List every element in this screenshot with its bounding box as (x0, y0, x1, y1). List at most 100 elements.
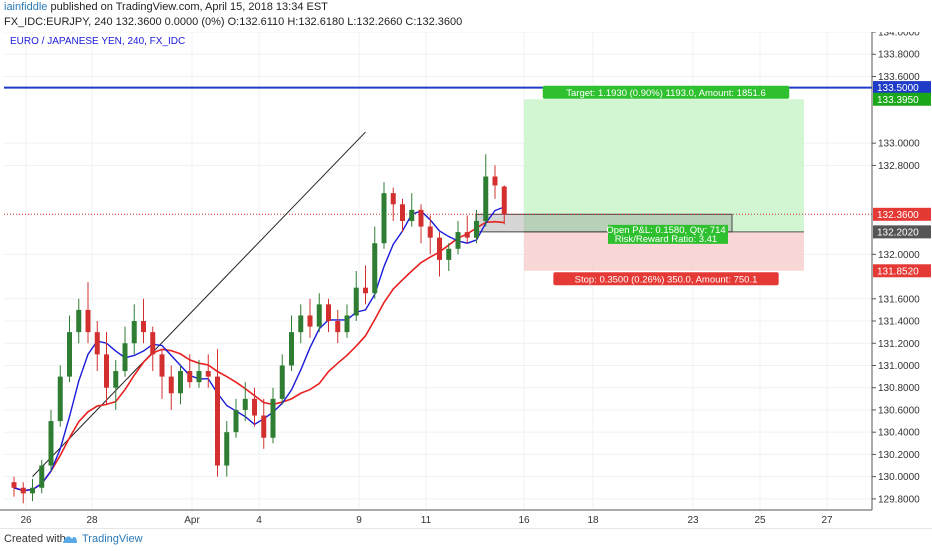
candle (11, 476, 17, 497)
candle-body (131, 321, 137, 344)
candle (224, 421, 230, 477)
price-chart[interactable]: Target: 1.1930 (0.90%) 1193.0, Amount: 1… (0, 32, 932, 528)
candle-body (474, 220, 479, 238)
candle (437, 232, 442, 277)
candle-body (76, 309, 82, 333)
candle-body (390, 193, 396, 205)
candles-group (11, 154, 507, 504)
candle-body (492, 176, 498, 186)
candle (418, 204, 424, 244)
target-label: Target: 1.1930 (0.90%) 1193.0, Amount: 1… (566, 88, 765, 99)
x-tick-label: 28 (86, 515, 98, 526)
candle (178, 365, 183, 405)
candle (187, 354, 193, 388)
x-tick-label: 16 (518, 515, 530, 526)
target-zone (524, 99, 804, 232)
candle-body (464, 232, 470, 238)
symbol-ohlc-info: FX_IDC:EURJPY, 240 132.3600 0.0000 (0%) … (4, 16, 463, 28)
candle (483, 154, 489, 227)
price-label-text: 133.3950 (877, 95, 919, 106)
publish-info: iainfiddle published on TradingView.com,… (4, 1, 328, 13)
y-tick-label: 133.6000 (878, 72, 920, 83)
candle-body (335, 321, 341, 333)
candle (326, 298, 331, 333)
y-tick-label: 130.2000 (878, 450, 920, 461)
y-tick-label: 129.8000 (878, 494, 920, 505)
y-tick-label: 132.8000 (878, 161, 920, 172)
price-label-text: 131.8520 (877, 266, 919, 277)
candle (122, 326, 128, 377)
slow-moving-average (13, 220, 505, 492)
candle-body (233, 409, 239, 433)
candle-body (57, 376, 63, 422)
candle-body (409, 209, 415, 221)
footer: Created with TradingView (0, 528, 932, 551)
candle (298, 304, 304, 344)
candle-body (242, 398, 248, 410)
candle-body (372, 243, 378, 294)
trendline (32, 131, 366, 477)
candle (242, 382, 248, 422)
candle-body (298, 315, 304, 333)
pnl-label: Open P&L: 0.1580, Qty: 714 (606, 225, 725, 236)
author-link[interactable]: iainfiddle (4, 1, 48, 13)
x-tick-label: 18 (587, 515, 599, 526)
candle (316, 293, 322, 333)
candle-body (104, 354, 109, 388)
candle (335, 309, 341, 344)
candle (261, 398, 267, 449)
candle-body (400, 204, 405, 221)
y-tick-label: 131.0000 (878, 361, 920, 372)
y-tick-label: 131.2000 (878, 339, 920, 350)
candle-body (353, 287, 359, 316)
candle (150, 326, 156, 372)
tradingview-brand[interactable]: TradingView (82, 533, 143, 545)
candle (48, 409, 54, 472)
y-tick-label: 132.0000 (878, 250, 920, 261)
y-tick-label: 133.8000 (878, 50, 920, 61)
candle-body (168, 376, 174, 394)
y-tick-label: 134.0000 (878, 32, 920, 39)
candle (372, 226, 378, 299)
candle-body (30, 487, 35, 494)
risk-reward-label: Risk/Reward Ratio: 3.41 (615, 234, 717, 245)
x-tick-label: 4 (256, 515, 262, 526)
position-labels: Target: 1.1930 (0.90%) 1193.0, Amount: 1… (542, 85, 790, 286)
candle-body (437, 237, 442, 260)
y-tick-label: 131.6000 (878, 294, 920, 305)
chart-header: iainfiddle published on TradingView.com,… (0, 0, 932, 32)
price-label-box (873, 81, 931, 95)
price-label-box (873, 264, 931, 278)
candle-body (289, 332, 294, 366)
candle-body (39, 465, 45, 488)
x-tick-label: 23 (687, 515, 699, 526)
candle-body (94, 332, 100, 355)
candle-body (279, 365, 285, 399)
candle-body (113, 371, 119, 388)
candle-body (427, 226, 433, 238)
created-with-text: Created with (4, 533, 66, 545)
candle-body (483, 176, 489, 221)
candle (159, 348, 165, 399)
chart-axes: 26 28 Apr 4 9 11 16 18 23 25 27 129.8000 130.0000 130… (0, 32, 931, 526)
candle (215, 348, 220, 477)
candle-body (224, 432, 230, 466)
candle-body (205, 371, 211, 377)
candle (252, 387, 257, 427)
candle (279, 354, 285, 405)
candle-body (316, 304, 322, 327)
y-tick-label: 130.6000 (878, 405, 920, 416)
candle (409, 193, 415, 227)
candle (307, 298, 313, 338)
price-label-box (873, 225, 931, 239)
candle (57, 365, 63, 427)
candle-body (196, 371, 202, 383)
candle-body (326, 304, 331, 322)
candle (455, 220, 461, 255)
candle-body (344, 315, 350, 333)
stop-label-box (553, 272, 779, 286)
price-label-box (873, 207, 931, 221)
candle-body (187, 371, 193, 383)
candle (492, 165, 498, 199)
x-tick-label: 11 (421, 515, 432, 526)
